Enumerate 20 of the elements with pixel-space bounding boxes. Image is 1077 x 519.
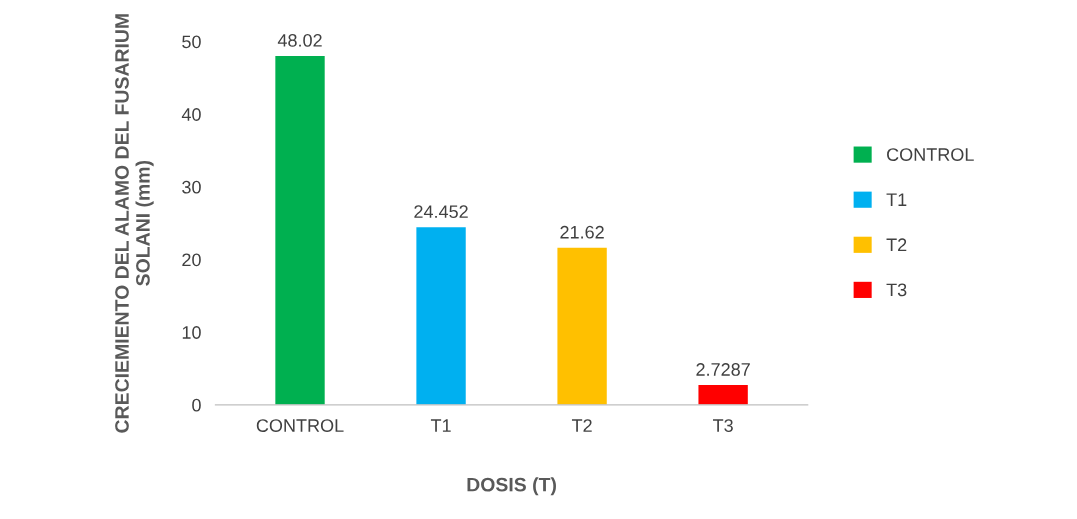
y-tick-label: 50 — [182, 35, 201, 49]
legend-label: CONTROL — [887, 148, 974, 161]
y-tick-label: 40 — [181, 108, 201, 121]
data-label: 21.62 — [560, 225, 604, 239]
legend-label: T3 — [886, 283, 907, 297]
x-tick-label: T2 — [571, 419, 592, 432]
x-axis-title: DOSIS (T) — [467, 477, 556, 496]
x-tick-label: T1 — [430, 419, 451, 432]
data-label: 2.7287 — [696, 363, 750, 376]
x-tick-label: T3 — [713, 419, 733, 432]
data-label: 24.452 — [414, 205, 468, 219]
y-tick-label: 30 — [182, 180, 201, 194]
y-tick-label: 20 — [182, 253, 201, 267]
y-tick-label: 10 — [182, 326, 201, 339]
x-tick-label: CONTROL — [256, 419, 344, 432]
y-axis-title: CRECIEMIENTO DEL ALAMO DEL FUSARIUM SOLANI (mm) — [115, 14, 154, 433]
data-label: 48.02 — [277, 34, 322, 47]
legend-label: T1 — [886, 193, 907, 206]
y-tick-label: 0 — [192, 398, 201, 412]
legend-label: T2 — [886, 238, 907, 251]
